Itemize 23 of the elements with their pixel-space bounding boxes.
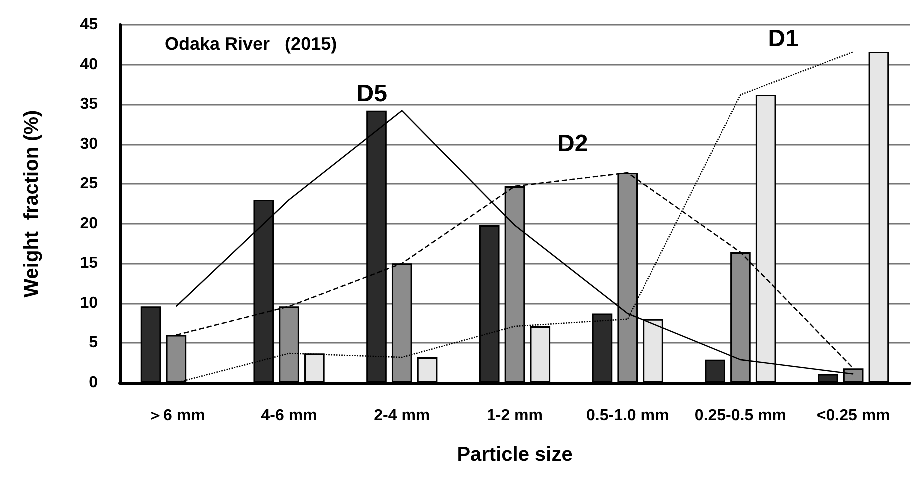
y-tick-label: 10 [80, 294, 98, 312]
y-tick-label: 25 [80, 176, 98, 193]
y-tick-label: 15 [80, 255, 98, 272]
y-tick-label: 35 [80, 96, 98, 114]
y-tick-label: 40 [80, 56, 98, 74]
y-tick-label: 0 [89, 374, 98, 392]
x-tick-label: <0.25 mm [816, 408, 890, 424]
y-axis-title: Weight fraction (%) [21, 110, 43, 298]
text: Odaka River (2015) [165, 34, 338, 54]
x-tick-label: 0.5-1.0 mm [586, 408, 670, 424]
x-tick-label: 1-2 mm [486, 408, 544, 424]
x-tick-label: 2-4 mm [374, 408, 430, 424]
y-tick-label: 45 [80, 16, 98, 34]
x-tick-label: ＞6 mm [148, 408, 206, 424]
y-tick-label: 20 [80, 215, 98, 232]
series-label: D5 [356, 80, 388, 108]
y-tick-label: 5 [89, 334, 98, 352]
x-tick-label: 0.25-0.5 mm [694, 408, 787, 424]
x-tick-label: 4-6 mm [261, 408, 318, 424]
y-tick-label: 30 [80, 136, 98, 153]
series-label: D2 [558, 130, 588, 158]
series-label: D1 [768, 26, 799, 53]
x-axis-title: Particle size [457, 444, 573, 466]
